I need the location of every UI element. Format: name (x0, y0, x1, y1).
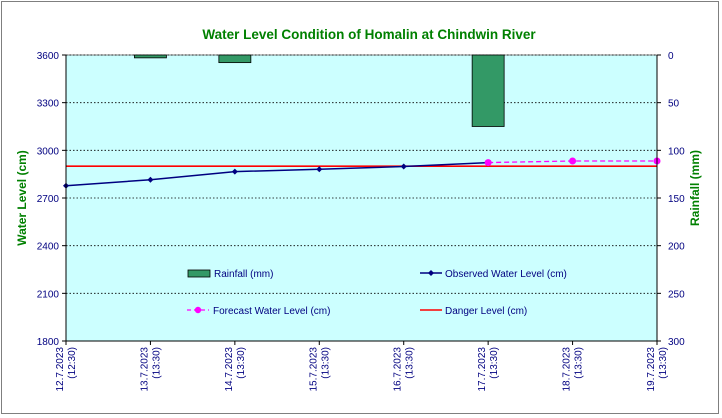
water-level-chart: Water Level Condition of Homalin at Chin… (15, 27, 702, 392)
x-tick-label-date: 16.7.2023 (393, 347, 404, 392)
left-tick-label: 3000 (37, 146, 60, 157)
right-tick-label: 150 (668, 194, 685, 205)
legend: Rainfall (mm) Observed Water Level (cm) … (187, 269, 567, 317)
legend-item-rainfall: Rainfall (mm) (187, 269, 273, 280)
left-tick-label: 3300 (37, 99, 60, 110)
chart-title: Water Level Condition of Homalin at Chin… (202, 27, 536, 42)
y-axis-title: Water Level (cm) (15, 150, 29, 246)
right-tick-label: 300 (668, 337, 685, 348)
rainfall-bar (471, 54, 505, 127)
x-tick-label-time: (13:30) (405, 347, 416, 379)
left-tick-label: 2400 (37, 242, 60, 253)
observed-point (147, 176, 154, 183)
x-tick-label-date: 12.7.2023 (55, 347, 66, 392)
left-tick-label: 3600 (37, 51, 60, 62)
x-tick-label-date: 19.7.2023 (646, 347, 657, 392)
rainfall-bar (218, 54, 252, 64)
legend-marker-observed (428, 270, 434, 276)
x-tick-label-time: (13:30) (320, 347, 331, 379)
forecast-point (484, 159, 492, 167)
left-tick-label: 2700 (37, 194, 60, 205)
legend-label-observed: Observed Water Level (cm) (445, 269, 567, 280)
legend-item-observed: Observed Water Level (cm) (420, 269, 567, 280)
observed-line (65, 161, 489, 187)
legend-swatch-rainfall (187, 269, 211, 278)
x-axis-ticks: 12.7.2023 (12:30) 13.7.2023 (13:30) 14.7.202… (55, 341, 669, 392)
x-tick-label-date: 15.7.2023 (308, 347, 319, 392)
x-tick-label-date: 17.7.2023 (477, 347, 488, 392)
x-tick-label-date: 13.7.2023 (139, 347, 150, 392)
right-axis-ticks: 0 50 100 150 200 250 300 (657, 51, 685, 348)
left-axis-ticks: 3600 3300 3000 2700 2400 2100 1800 (37, 51, 66, 348)
right-tick-label: 0 (668, 51, 674, 62)
left-tick-label: 1800 (37, 337, 60, 348)
x-tick-label-time: (13:30) (574, 347, 585, 379)
x-tick-label-time: (12:30) (67, 347, 78, 379)
legend-label-forecast: Forecast Water Level (cm) (213, 306, 330, 317)
x-tick-label-date: 18.7.2023 (562, 347, 573, 392)
forecast-point (569, 157, 577, 165)
x-tick-label-time: (13:30) (236, 347, 247, 379)
x-tick-label-date: 14.7.2023 (224, 347, 235, 392)
y2-axis-title: Rainfall (mm) (688, 150, 702, 226)
legend-marker-forecast (194, 306, 202, 314)
rainfall-bars (134, 54, 505, 127)
legend-item-forecast: Forecast Water Level (cm) (187, 306, 330, 317)
right-tick-label: 200 (668, 242, 685, 253)
observed-point (400, 163, 407, 170)
legend-label-rainfall: Rainfall (mm) (214, 269, 273, 280)
observed-point (316, 166, 323, 173)
x-tick-label-time: (13:30) (151, 347, 162, 379)
right-tick-label: 50 (668, 99, 680, 110)
right-tick-label: 100 (668, 146, 685, 157)
observed-point (231, 168, 238, 175)
legend-label-danger: Danger Level (cm) (445, 306, 527, 317)
right-tick-label: 250 (668, 289, 685, 300)
rainfall-bar (134, 54, 167, 59)
legend-item-danger: Danger Level (cm) (420, 306, 527, 317)
x-tick-label-time: (13:30) (489, 347, 500, 379)
x-tick-label-time: (13:30) (658, 347, 669, 379)
left-tick-label: 2100 (37, 289, 60, 300)
